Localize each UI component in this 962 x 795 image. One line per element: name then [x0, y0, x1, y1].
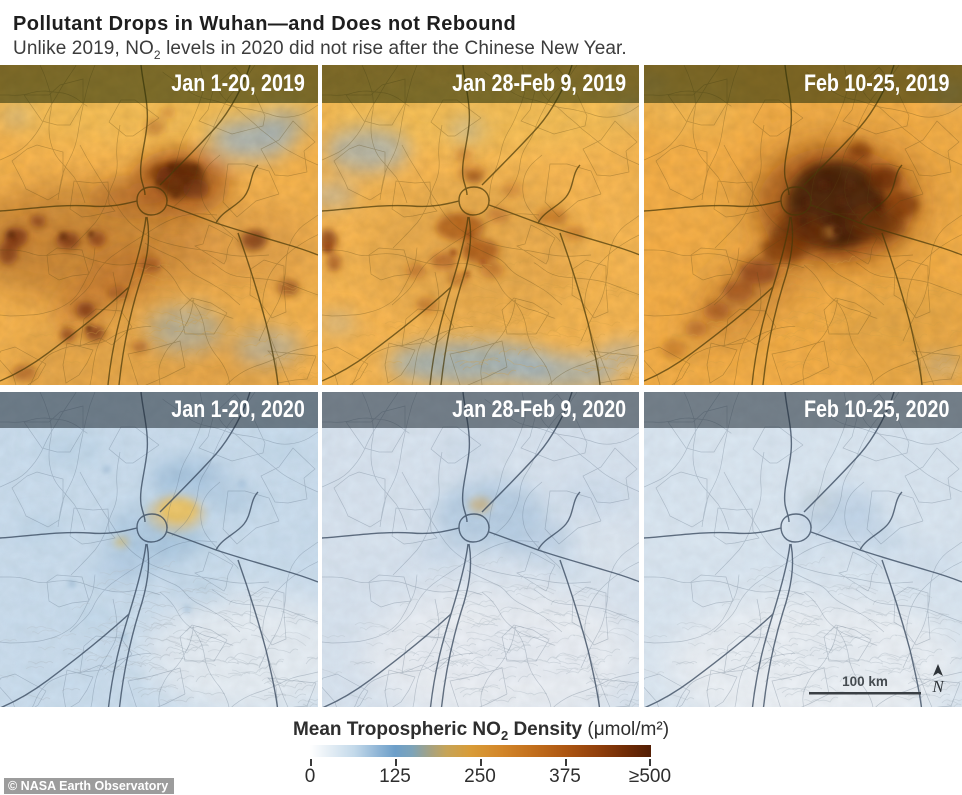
- svg-text:N: N: [931, 677, 945, 696]
- svg-text:100 km: 100 km: [842, 674, 888, 689]
